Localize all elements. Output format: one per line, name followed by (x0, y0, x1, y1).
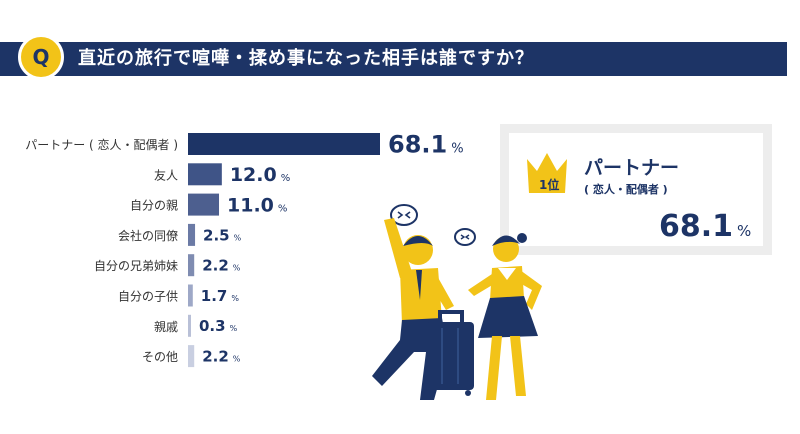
category-label: 自分の親 (130, 199, 178, 213)
value-unit: % (233, 264, 241, 273)
bar (188, 223, 196, 246)
rank-label: 1位 (539, 178, 560, 192)
question-text: 直近の旅行で喧嘩・揉め事になった相手は誰ですか？ (78, 48, 534, 69)
value-label: 0.3% (199, 317, 238, 335)
question-badge: Q (18, 34, 64, 80)
angry-speech-bubble-icon (390, 204, 418, 226)
question-banner (0, 42, 787, 76)
value-label: 1.7% (201, 287, 240, 305)
top-answer-card-inner: 1位 パートナー ( 恋人・配偶者 ) 68.1% (509, 133, 763, 246)
angry-speech-bubble-icon (454, 228, 476, 246)
value-unit: % (231, 294, 239, 303)
value-unit: % (278, 203, 288, 214)
category-label: 友人 (154, 168, 178, 182)
category-label: 会社の同僚 (118, 228, 178, 243)
bar (188, 254, 195, 277)
value-unit: % (281, 173, 291, 184)
arguing-couple-illustration (372, 204, 542, 400)
value-label: 11.0% (227, 194, 287, 216)
top-answer-value: 68.1% (659, 209, 751, 244)
category-label: 自分の子供 (118, 290, 178, 304)
bar (188, 345, 195, 368)
category-label: パートナー ( 恋人・配偶者 ) (25, 137, 178, 152)
top-answer-name: パートナー (584, 157, 680, 179)
bar (188, 314, 191, 337)
value-label: 2.2% (202, 257, 241, 275)
value-unit: % (233, 355, 241, 364)
category-label: その他 (142, 350, 178, 364)
top-answer-card: 1位 パートナー ( 恋人・配偶者 ) 68.1% (500, 124, 772, 255)
woman-figure (468, 233, 542, 400)
value-unit: % (230, 324, 238, 333)
top-answer-value-number: 68.1 (659, 209, 734, 244)
value-unit: % (451, 142, 463, 157)
category-label: 自分の兄弟姉妹 (94, 258, 178, 273)
bar (188, 193, 220, 216)
value-unit: % (234, 233, 242, 242)
category-label: 親戚 (154, 320, 178, 334)
bar (188, 133, 380, 155)
bar (188, 284, 193, 307)
suitcase-icon (426, 310, 474, 396)
crown-icon (527, 153, 567, 193)
value-label: 2.5% (203, 226, 242, 244)
top-answer-sub: ( 恋人・配偶者 ) (584, 183, 668, 196)
value-label: 68.1% (388, 131, 464, 159)
value-label: 12.0% (230, 164, 290, 186)
top-answer-value-unit: % (737, 222, 752, 240)
value-label: 2.2% (202, 348, 241, 366)
bar (188, 163, 222, 186)
